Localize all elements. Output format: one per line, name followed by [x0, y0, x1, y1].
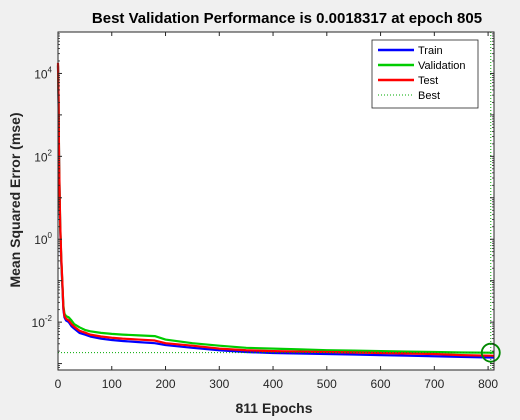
- x-tick-label: 800: [478, 377, 498, 391]
- x-axis-label: 811 Epochs: [235, 400, 312, 416]
- legend-label-train: Train: [418, 45, 443, 57]
- x-tick-label: 0: [55, 377, 62, 391]
- x-tick-label: 700: [424, 377, 444, 391]
- legend-label-validation: Validation: [418, 60, 466, 72]
- x-tick-label: 200: [156, 377, 176, 391]
- legend: Train Validation Test Best: [372, 40, 478, 108]
- x-tick-label: 400: [263, 377, 283, 391]
- chart-title: Best Validation Performance is 0.0018317…: [92, 10, 482, 27]
- x-tick-label: 600: [371, 377, 391, 391]
- x-tick-label: 300: [209, 377, 229, 391]
- legend-label-best: Best: [418, 90, 440, 102]
- legend-label-test: Test: [418, 75, 438, 87]
- x-tick-label: 500: [317, 377, 337, 391]
- x-tick-label: 100: [102, 377, 122, 391]
- y-axis-label: Mean Squared Error (mse): [7, 112, 23, 287]
